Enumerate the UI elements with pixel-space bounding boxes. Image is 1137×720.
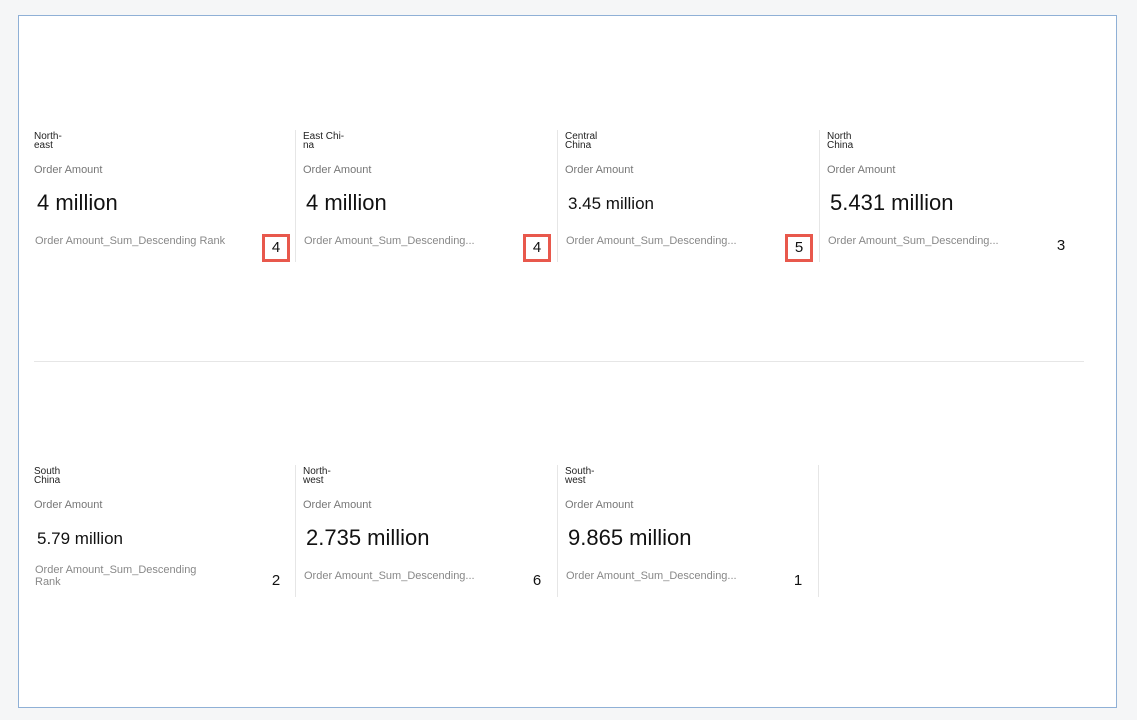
row-divider xyxy=(34,361,1084,362)
metric-value: 2.735 million xyxy=(306,525,430,550)
card-body: South China Order Amount 5.79 million Order … xyxy=(34,465,296,597)
metric-value: 5.79 million xyxy=(37,529,123,548)
metric-label: Order Amount xyxy=(34,164,103,176)
region-name-line: North- xyxy=(303,466,331,477)
rank-label-line: Rank xyxy=(35,576,61,588)
metric-label: Order Amount xyxy=(827,164,896,176)
rank-label-line: Order Amount_Sum_Descending... xyxy=(304,570,475,582)
rank-label: Order Amount_Sum_Descending... xyxy=(566,235,781,247)
rank-label-line: Order Amount_Sum_Descending Rank xyxy=(35,235,226,247)
metric-label: Order Amount xyxy=(565,499,634,511)
rank-value: 6 xyxy=(532,572,542,589)
region-name: South-west xyxy=(565,466,595,486)
rank-label: Order Amount_Sum_Descending... xyxy=(304,570,519,582)
metric-value: 4 million xyxy=(306,190,387,215)
region-name: East Chi-na xyxy=(303,131,345,151)
card-body: North-west Order Amount 2.735 million Order… xyxy=(303,465,557,597)
region-name: North China xyxy=(827,131,854,151)
region-name-line: west xyxy=(565,475,586,486)
rank-value: 2 xyxy=(271,572,281,589)
region-name-line: North xyxy=(827,131,852,142)
card-body: South-west Order Amount 9.865 million Order… xyxy=(565,465,818,597)
region-name-line: China xyxy=(565,140,592,151)
metric-value: 4 million xyxy=(37,190,118,215)
card-body: North-east Order Amount 4 million Order Amo… xyxy=(34,130,296,262)
region-name: Central China xyxy=(565,131,598,151)
kpi-card: North-west Order Amount 2.735 million Order… xyxy=(295,465,557,597)
region-name: South China xyxy=(34,466,61,486)
region-name-line: South xyxy=(34,466,61,477)
metric-value: 9.865 million xyxy=(568,525,692,550)
region-name-line: Central xyxy=(565,131,598,142)
kpi-card: North China Order Amount 5.431 million Order… xyxy=(819,130,1081,262)
metric-value: 3.45 million xyxy=(568,194,654,213)
region-name-line: China xyxy=(34,475,61,486)
region-name-line: South- xyxy=(565,466,595,477)
metric-label: Order Amount xyxy=(34,499,103,511)
region-name: North-west xyxy=(303,466,331,486)
card-body: North China Order Amount 5.431 million Order… xyxy=(827,130,1081,262)
region-name-line: west xyxy=(303,475,324,486)
rank-label: Order Amount_Sum_Descending Rank xyxy=(35,564,250,588)
rank-value: 5 xyxy=(785,234,813,262)
region-name: North-east xyxy=(34,131,62,151)
rank-label-line: Order Amount_Sum_Descending... xyxy=(304,235,475,247)
rank-label-line: Order Amount_Sum_Descending... xyxy=(566,235,737,247)
region-name-line: North- xyxy=(34,131,62,142)
card-body: Central China Order Amount 3.45 million Orde… xyxy=(565,130,819,262)
rank-label: Order Amount_Sum_Descending... xyxy=(828,235,1043,247)
kpi-card: North-east Order Amount 4 million Order Amo… xyxy=(34,130,296,262)
region-name-line: China xyxy=(827,140,854,151)
rank-label: Order Amount_Sum_Descending... xyxy=(304,235,519,247)
kpi-card: South-west Order Amount 9.865 million Order… xyxy=(557,465,819,597)
kpi-card: Central China Order Amount 3.45 million Orde… xyxy=(557,130,819,262)
region-name-line: east xyxy=(34,140,53,151)
metric-label: Order Amount xyxy=(303,164,372,176)
rank-value: 4 xyxy=(523,234,551,262)
region-name-line: East Chi- xyxy=(303,131,345,142)
rank-label-line: Order Amount_Sum_Descending... xyxy=(566,570,737,582)
rank-value: 4 xyxy=(262,234,290,262)
metric-label: Order Amount xyxy=(565,164,634,176)
rank-label-line: Order Amount_Sum_Descending xyxy=(35,564,197,576)
kpi-card: South China Order Amount 5.79 million Order … xyxy=(34,465,296,597)
metric-value: 5.431 million xyxy=(830,190,954,215)
metric-label: Order Amount xyxy=(303,499,372,511)
rank-value: 3 xyxy=(1056,237,1066,254)
rank-value: 1 xyxy=(793,572,803,589)
rank-label: Order Amount_Sum_Descending Rank xyxy=(35,235,250,247)
kpi-card: East Chi-na Order Amount 4 million Order Am… xyxy=(295,130,557,262)
card-body: East Chi-na Order Amount 4 million Order Am… xyxy=(303,130,557,262)
rank-label-line: Order Amount_Sum_Descending... xyxy=(828,235,999,247)
region-name-line: na xyxy=(303,140,315,151)
rank-label: Order Amount_Sum_Descending... xyxy=(566,570,781,582)
